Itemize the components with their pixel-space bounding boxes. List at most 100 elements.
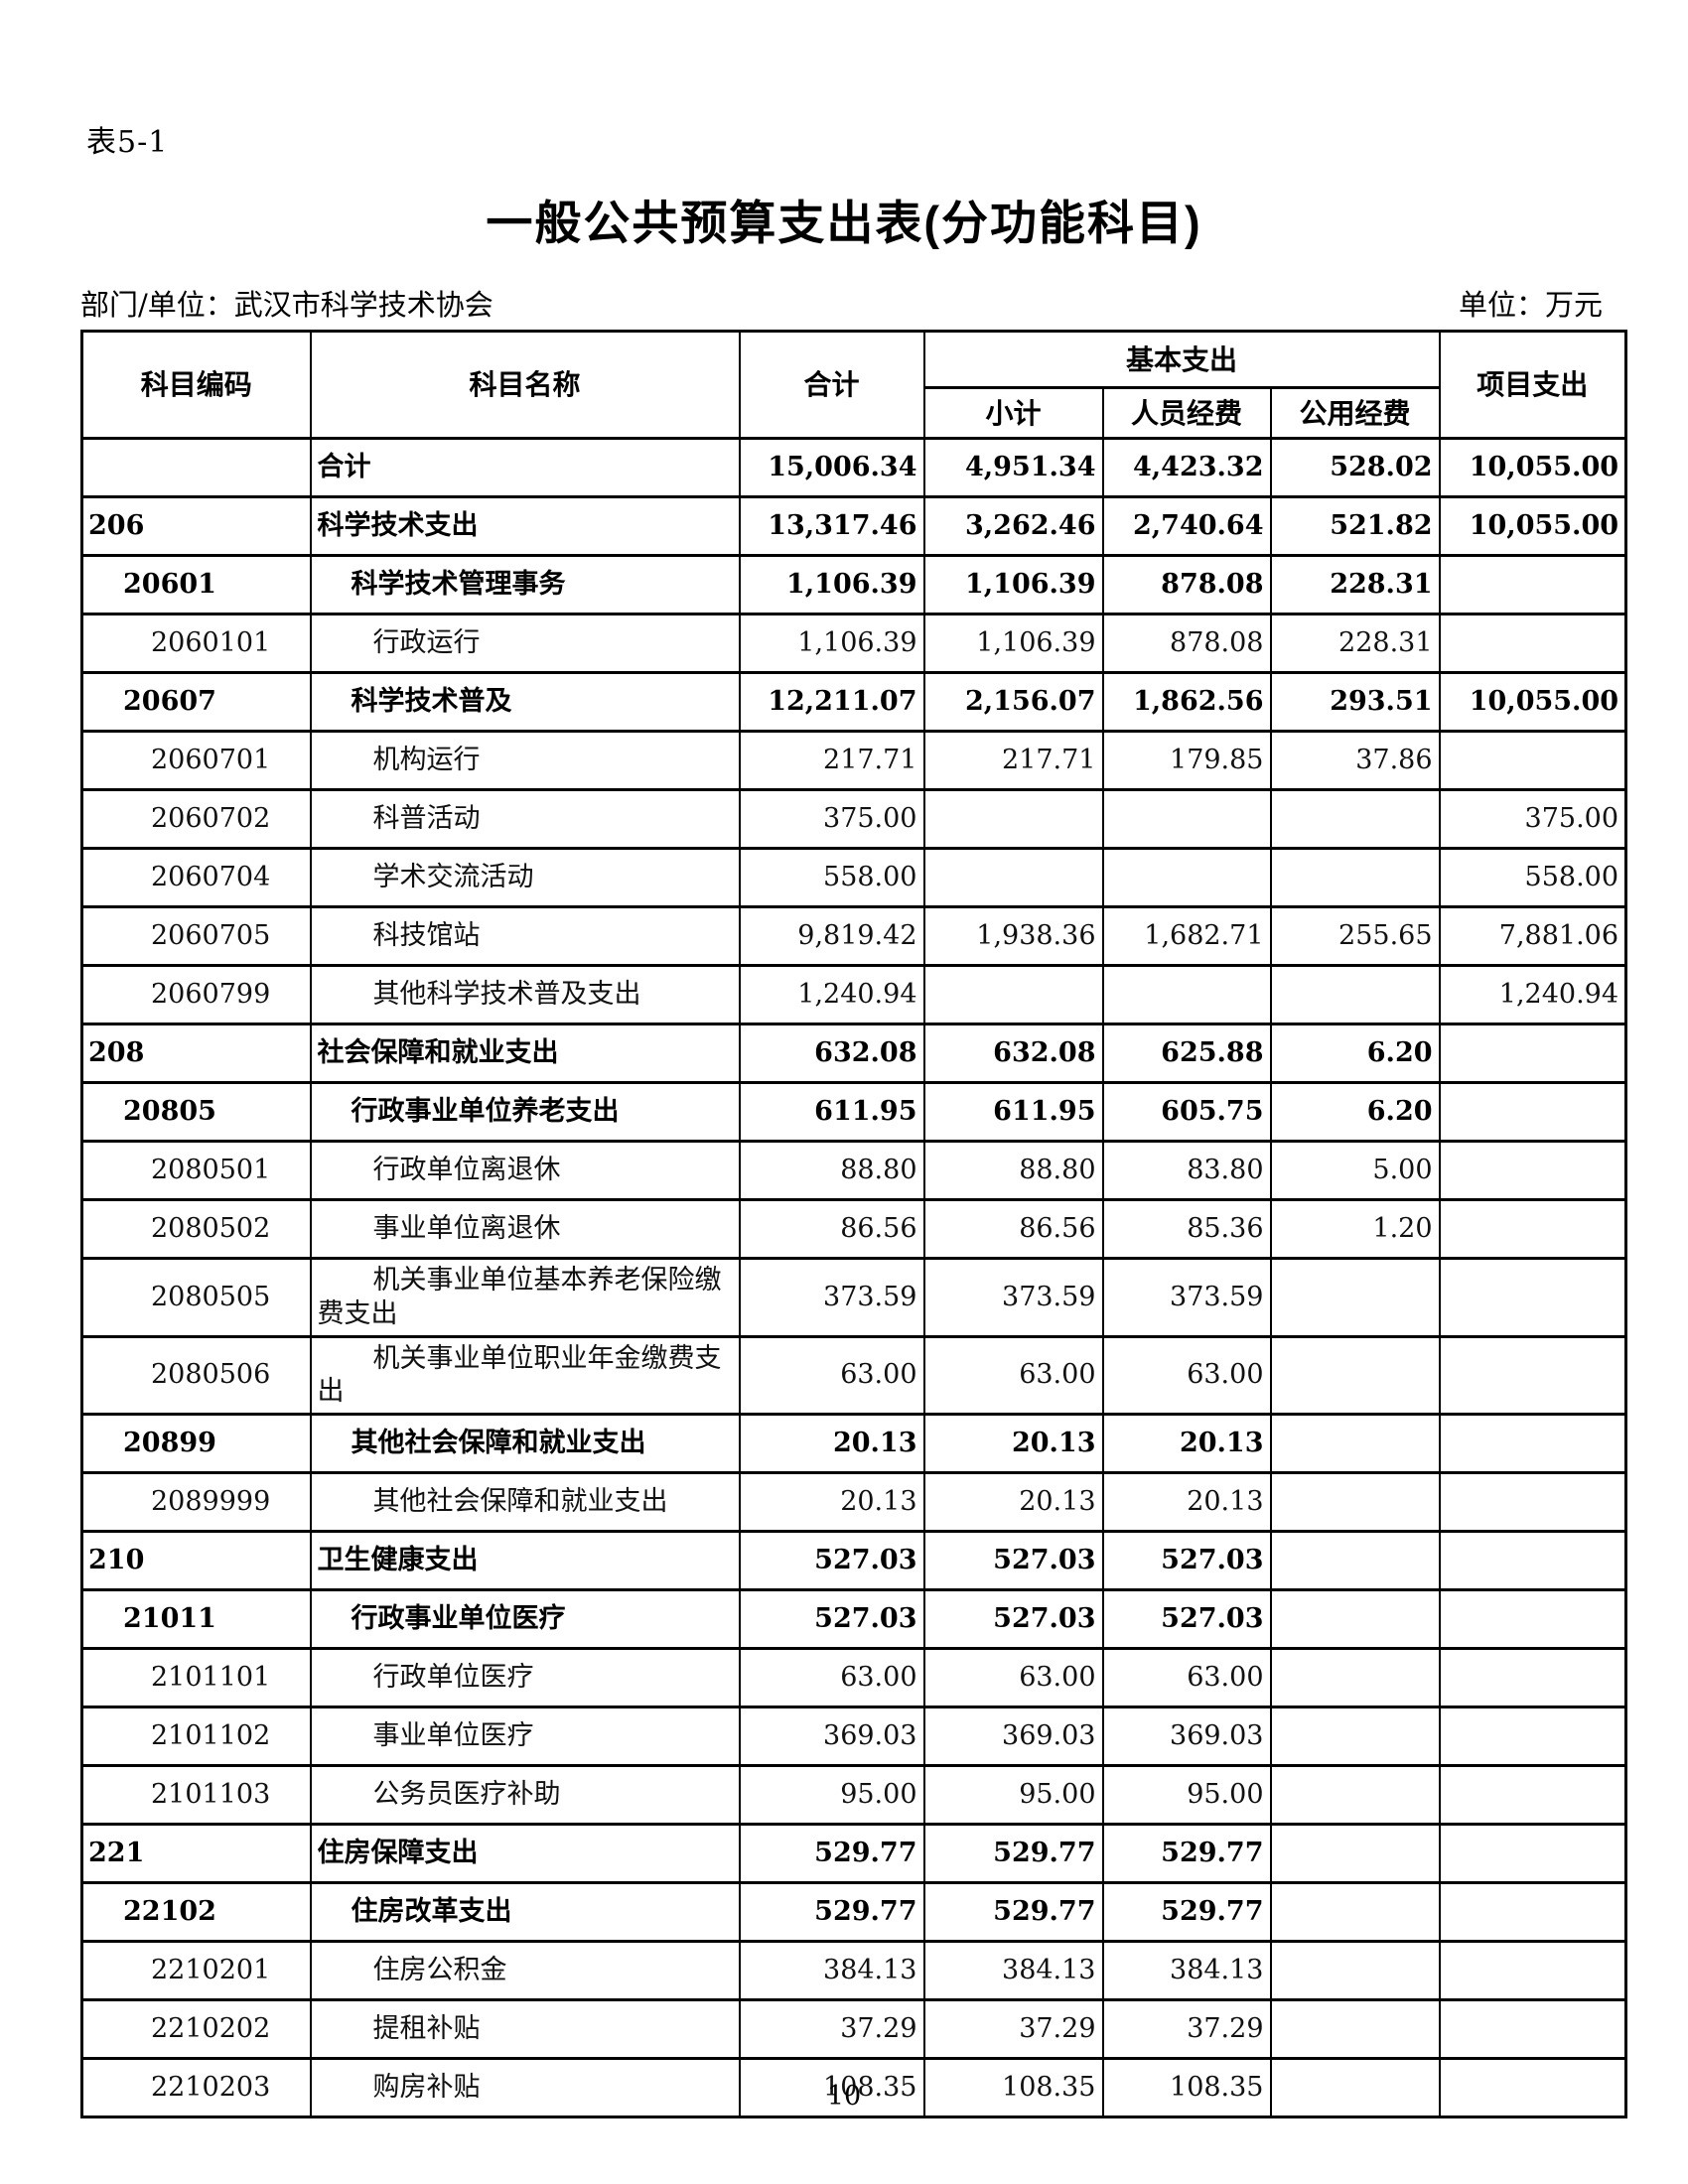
- personnel-cell: 527.03: [1101, 1588, 1272, 1650]
- name-cell: 行政事业单位养老支出: [309, 1081, 741, 1143]
- public-cell: [1269, 1588, 1441, 1650]
- personnel-cell: 625.88: [1101, 1023, 1272, 1084]
- table-row: 2080502 事业单位离退休 86.56 86.56 85.36 1.20: [80, 1198, 1627, 1260]
- project-cell: [1438, 1588, 1627, 1650]
- project-cell: 558.00: [1438, 847, 1627, 908]
- name-cell: 提租补贴: [309, 1998, 741, 2060]
- name-cell: 社会保障和就业支出: [309, 1023, 741, 1084]
- total-cell: 558.00: [738, 847, 925, 908]
- total-cell: 37.29: [738, 1998, 925, 2060]
- total-cell: 95.00: [738, 1764, 925, 1826]
- table-row: 20805 行政事业单位养老支出 611.95 611.95 605.75 6.20: [80, 1081, 1627, 1143]
- basic-subtotal-cell: [922, 964, 1104, 1025]
- table-row: 2060799 其他科学技术普及支出 1,240.94 1,240.94: [80, 964, 1627, 1025]
- basic-subtotal-cell: 86.56: [922, 1198, 1104, 1260]
- col-header-code: 科目编码: [80, 330, 312, 440]
- table-row: 2089999 其他社会保障和就业支出 20.13 20.13 20.13: [80, 1471, 1627, 1533]
- name-cell: 其他社会保障和就业支出: [309, 1471, 741, 1533]
- name-cell: 科学技术支出: [309, 495, 741, 557]
- project-cell: [1438, 554, 1627, 615]
- name-cell: 行政单位离退休: [309, 1140, 741, 1201]
- public-cell: [1269, 2057, 1441, 2118]
- table-row: 208 社会保障和就业支出 632.08 632.08 625.88 6.20: [80, 1023, 1627, 1084]
- basic-subtotal-cell: 527.03: [922, 1530, 1104, 1591]
- project-cell: [1438, 1023, 1627, 1084]
- page-number: 10: [826, 2081, 862, 2112]
- public-cell: 5.00: [1269, 1140, 1441, 1201]
- basic-subtotal-cell: 88.80: [922, 1140, 1104, 1201]
- total-cell: 108.35: [738, 2057, 925, 2118]
- public-cell: [1269, 1530, 1441, 1591]
- table-row: 2060701 机构运行 217.71 217.71 179.85 37.86: [80, 730, 1627, 791]
- project-cell: 10,055.00: [1438, 437, 1627, 498]
- name-cell: 购房补贴: [309, 2057, 741, 2118]
- department-label: 部门/单位：武汉市科学技术协会: [80, 288, 493, 322]
- table-header: 科目编码 科目名称 合计 基本支出 项目支出 小计 人员经费 公用经费: [80, 330, 1627, 440]
- project-cell: [1438, 730, 1627, 791]
- table-row: 2080501 行政单位离退休 88.80 88.80 83.80 5.00: [80, 1140, 1627, 1201]
- personnel-cell: [1101, 847, 1272, 908]
- basic-subtotal-cell: 373.59: [922, 1257, 1104, 1338]
- name-cell: 行政运行: [309, 613, 741, 674]
- project-cell: 10,055.00: [1438, 495, 1627, 557]
- total-cell: 20.13: [738, 1413, 925, 1474]
- public-cell: [1269, 1334, 1441, 1416]
- total-cell: 529.77: [738, 1823, 925, 1884]
- name-cell: 行政单位医疗: [309, 1647, 741, 1708]
- basic-subtotal-cell: 95.00: [922, 1764, 1104, 1826]
- personnel-cell: 85.36: [1101, 1198, 1272, 1260]
- total-cell: 384.13: [738, 1940, 925, 2001]
- public-cell: [1269, 1257, 1441, 1338]
- total-cell: 13,317.46: [738, 495, 925, 557]
- code-cell: 2101101: [80, 1647, 312, 1708]
- basic-subtotal-cell: 1,106.39: [922, 613, 1104, 674]
- basic-subtotal-cell: 20.13: [922, 1413, 1104, 1474]
- table-row: 20607 科学技术普及 12,211.07 2,156.07 1,862.56 293.…: [80, 671, 1627, 733]
- basic-subtotal-cell: 4,951.34: [922, 437, 1104, 498]
- code-cell: 2101102: [80, 1706, 312, 1767]
- code-cell: 210: [80, 1530, 312, 1591]
- table-row: 21011 行政事业单位医疗 527.03 527.03 527.03: [80, 1588, 1627, 1650]
- table-row: 合计 15,006.34 4,951.34 4,423.32 528.02 10,055.…: [80, 437, 1627, 498]
- code-cell: 2089999: [80, 1471, 312, 1533]
- basic-subtotal-cell: 529.77: [922, 1881, 1104, 1943]
- basic-subtotal-cell: 3,262.46: [922, 495, 1104, 557]
- code-cell: 2060705: [80, 905, 312, 967]
- table-row: 2060101 行政运行 1,106.39 1,106.39 878.08 228.31: [80, 613, 1627, 674]
- personnel-cell: 63.00: [1101, 1334, 1272, 1416]
- public-cell: [1269, 1647, 1441, 1708]
- personnel-cell: 2,740.64: [1101, 495, 1272, 557]
- code-cell: 20899: [80, 1413, 312, 1474]
- public-cell: [1269, 788, 1441, 850]
- table-row: 206 科学技术支出 13,317.46 3,262.46 2,740.64 521.82…: [80, 495, 1627, 557]
- name-cell: 其他社会保障和就业支出: [309, 1413, 741, 1474]
- code-cell: 2060101: [80, 613, 312, 674]
- name-cell: 机构运行: [309, 730, 741, 791]
- project-cell: [1438, 1140, 1627, 1201]
- code-cell: 2080502: [80, 1198, 312, 1260]
- code-cell: 2060704: [80, 847, 312, 908]
- public-cell: 255.65: [1269, 905, 1441, 967]
- name-cell: 卫生健康支出: [309, 1530, 741, 1591]
- total-cell: 632.08: [738, 1023, 925, 1084]
- page-title: 一般公共预算支出表(分功能科目): [486, 197, 1202, 249]
- name-cell: 事业单位离退休: [309, 1198, 741, 1260]
- code-cell: 2060702: [80, 788, 312, 850]
- project-cell: [1438, 613, 1627, 674]
- personnel-cell: 37.29: [1101, 1998, 1272, 2060]
- code-cell: 20805: [80, 1081, 312, 1143]
- code-cell: 208: [80, 1023, 312, 1084]
- col-header-name: 科目名称: [309, 330, 741, 440]
- unit-label: 单位：万元: [1458, 288, 1603, 322]
- table-row: 2210201 住房公积金 384.13 384.13 384.13: [80, 1940, 1627, 2001]
- total-cell: 611.95: [738, 1081, 925, 1143]
- public-cell: 1.20: [1269, 1198, 1441, 1260]
- code-cell: 206: [80, 495, 312, 557]
- project-cell: [1438, 1998, 1627, 2060]
- personnel-cell: 4,423.32: [1101, 437, 1272, 498]
- public-cell: [1269, 847, 1441, 908]
- budget-table: 科目编码 科目名称 合计 基本支出 项目支出 小计 人员经费 公用经费 合计 15…: [80, 330, 1628, 2118]
- project-cell: 375.00: [1438, 788, 1627, 850]
- total-cell: 86.56: [738, 1198, 925, 1260]
